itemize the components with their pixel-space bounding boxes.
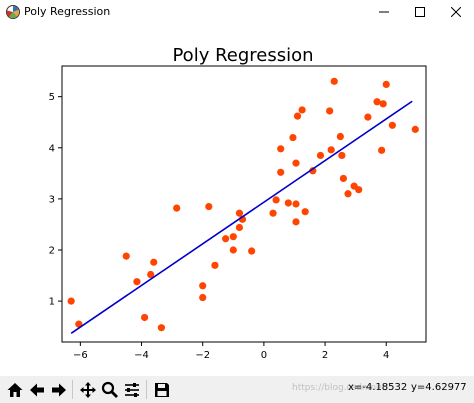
y-tick-label: 2	[49, 246, 55, 257]
scatter-point	[292, 200, 300, 208]
move-icon	[80, 381, 96, 398]
y-tick-label: 3	[49, 194, 55, 205]
back-arrow-icon	[30, 383, 44, 396]
scatter-point	[330, 77, 338, 85]
save-button[interactable]	[152, 379, 172, 400]
x-tick-label: 2	[322, 350, 328, 361]
matplotlib-logo-icon	[6, 5, 20, 19]
navigation-toolbar	[0, 376, 474, 403]
zoom-icon	[101, 381, 118, 398]
regression-line	[70, 100, 413, 334]
toolbar-separator	[72, 380, 73, 399]
cursor-y-readout: y=4.62977	[411, 382, 467, 393]
window-titlebar[interactable]: Poly Regression	[0, 0, 474, 24]
scatter-point	[75, 320, 83, 328]
plot-axes[interactable]	[61, 65, 427, 343]
scatter-point	[364, 113, 372, 121]
configure-subplots-button[interactable]	[122, 379, 142, 400]
scatter-point	[277, 145, 285, 153]
minimize-button[interactable]	[366, 0, 402, 24]
x-tick-label: −2	[195, 350, 210, 361]
scatter-point	[388, 121, 396, 129]
scatter-point	[292, 159, 300, 167]
y-tick-label: 4	[49, 143, 55, 154]
scatter-point	[309, 167, 317, 175]
forward-arrow-icon	[52, 383, 66, 396]
back-button[interactable]	[27, 379, 47, 400]
y-tick-label: 5	[49, 92, 55, 103]
scatter-point	[235, 223, 244, 232]
toolbar-separator	[146, 380, 147, 399]
pan-button[interactable]	[78, 379, 98, 400]
sliders-icon	[125, 382, 139, 397]
scatter-point	[67, 297, 75, 305]
scatter-point	[339, 174, 348, 183]
scatter-point	[199, 293, 207, 302]
watermark-text: https://blog.csdn.net/...	[292, 383, 397, 393]
close-button[interactable]	[438, 0, 474, 24]
y-tick-label: 1	[49, 297, 55, 308]
scatter-point	[205, 202, 213, 211]
scatter-point	[336, 132, 344, 141]
scatter-point	[248, 247, 256, 255]
scatter-point	[298, 106, 306, 114]
scatter-point	[326, 107, 334, 115]
scatter-point	[327, 146, 335, 154]
scatter-point	[293, 112, 302, 120]
x-tick-label: −4	[134, 350, 149, 361]
scatter-point	[229, 233, 237, 241]
scatter-point	[150, 258, 158, 266]
scatter-point	[379, 100, 387, 108]
scatter-point	[277, 168, 285, 176]
scatter-point	[211, 261, 219, 269]
scatter-point	[140, 313, 149, 322]
home-button[interactable]	[5, 379, 25, 400]
x-axis-ticks: −6 −4 −2 0 2 4	[73, 342, 389, 361]
regression-line-group	[70, 100, 413, 334]
maximize-icon	[415, 7, 425, 17]
x-tick-label: −6	[73, 350, 88, 361]
scatter-point	[133, 278, 141, 286]
chart-title: Poly Regression	[172, 45, 313, 66]
scatter-point	[289, 133, 297, 142]
window-title: Poly Regression	[24, 5, 111, 18]
zoom-button[interactable]	[100, 379, 120, 400]
scatter-point	[173, 204, 181, 212]
cursor-x-readout: x=-4.18532	[348, 382, 408, 393]
figure-canvas[interactable]: Poly Regression −6 −4 −2 0 2 4 1 2 3 4 5	[0, 24, 474, 376]
scatter-point	[411, 125, 419, 133]
scatter-point	[316, 151, 325, 160]
save-icon	[155, 382, 169, 397]
forward-button[interactable]	[49, 379, 69, 400]
minimize-icon	[379, 11, 389, 13]
scatter-point	[338, 151, 346, 160]
plot-svg[interactable]: Poly Regression −6 −4 −2 0 2 4 1 2 3 4 5	[0, 24, 474, 376]
scatter-point	[378, 146, 386, 154]
x-tick-label: 4	[383, 350, 389, 361]
scatter-point	[355, 186, 363, 194]
scatter-point	[382, 80, 390, 88]
y-axis-ticks: 1 2 3 4 5	[49, 92, 62, 308]
scatter-point	[235, 209, 244, 217]
scatter-point	[229, 246, 237, 254]
x-tick-label: 0	[261, 350, 267, 361]
scatter-point	[147, 270, 155, 279]
scatter-point	[157, 324, 166, 332]
close-icon	[451, 7, 461, 17]
home-icon	[7, 382, 23, 397]
scatter-point	[272, 196, 280, 204]
scatter-point	[284, 199, 292, 207]
scatter-point	[301, 208, 309, 216]
scatter-point	[122, 252, 130, 260]
scatter-point	[269, 209, 277, 217]
maximize-button[interactable]	[402, 0, 438, 24]
scatter-point	[344, 190, 352, 198]
scatter-point	[292, 218, 300, 226]
scatter-point	[222, 235, 230, 243]
scatter-point	[373, 98, 381, 106]
scatter-point	[199, 282, 207, 290]
scatter-points	[67, 77, 419, 332]
